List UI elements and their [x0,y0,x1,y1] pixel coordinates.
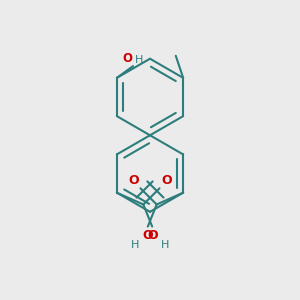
Text: H: H [161,240,170,250]
Text: O: O [142,229,152,242]
Text: H: H [134,55,143,65]
Text: O: O [161,174,172,187]
Text: O: O [148,229,158,242]
Text: O: O [122,52,133,65]
Text: H: H [130,240,139,250]
Text: O: O [128,174,139,187]
